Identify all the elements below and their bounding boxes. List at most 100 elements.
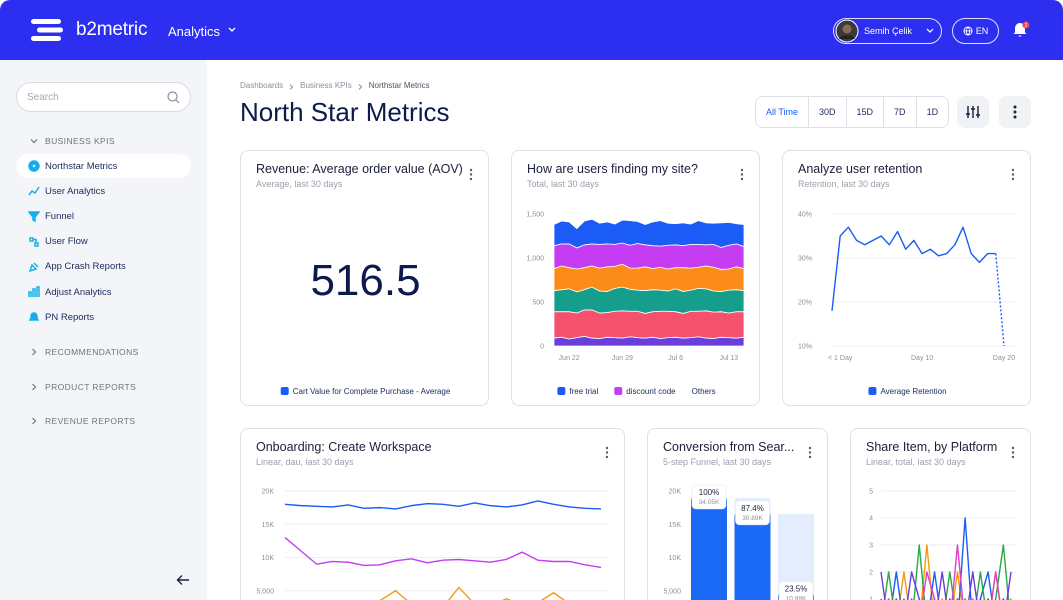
- widget-title: How are users finding my site?: [527, 162, 698, 176]
- legend-label: Cart Value for Complete Purchase - Avera…: [293, 387, 451, 396]
- y-tick-label: 5,000: [256, 588, 274, 595]
- menu-dot: [1011, 455, 1015, 459]
- widget: Revenue: Average order value (AOV) Averag…: [256, 162, 473, 396]
- separator-path: [358, 84, 362, 90]
- time-filter-option[interactable]: All Time: [766, 107, 799, 117]
- nav-icon-shape: [28, 286, 40, 297]
- breadcrumb-item[interactable]: Business KPIs: [300, 81, 352, 90]
- widget-card: Analyze user retention Retention, last 30…: [782, 150, 1031, 406]
- widget-card: Onboarding: Create Workspace Linear, dau,…: [240, 428, 625, 600]
- nav-item[interactable]: User Analytics: [16, 179, 191, 203]
- widget-subtitle: 5-step Funnel, last 30 days: [663, 457, 772, 467]
- legend-swatch: [868, 387, 877, 395]
- y-tick-label: 1,000: [526, 256, 544, 263]
- funnel-label-box: [691, 484, 727, 510]
- y-tick-label: 500: [532, 300, 544, 307]
- funnel-bar: [691, 498, 727, 600]
- line-series: [284, 500, 602, 510]
- notification-bell[interactable]: 2: [1011, 20, 1033, 40]
- search-icon: [167, 91, 180, 104]
- section-header[interactable]: RECOMMENDATIONS: [30, 347, 139, 357]
- line-series: [379, 586, 565, 600]
- menu-dot: [605, 446, 609, 450]
- widget-menu[interactable]: [469, 168, 473, 181]
- y-tick-label: 40%: [798, 212, 812, 219]
- y-tick-label: 10%: [798, 344, 812, 351]
- widget-subtitle: Average, last 30 days: [256, 179, 343, 189]
- widget-title: Share Item, by Platform: [866, 440, 997, 454]
- language-switch[interactable]: EN: [952, 18, 999, 44]
- nav-label: Adjust Analytics: [45, 286, 112, 298]
- nav-icon-shape: [28, 186, 40, 196]
- time-filter-option[interactable]: 1D: [915, 97, 949, 127]
- search-box[interactable]: Search: [16, 82, 191, 112]
- nav-icon-shape: [29, 236, 39, 247]
- menu-dot: [740, 173, 744, 176]
- user-menu[interactable]: Semih Çelik: [833, 18, 942, 44]
- time-filter-option[interactable]: 30D: [808, 97, 846, 127]
- widget: Share Item, by Platform Linear, total, la…: [866, 440, 1016, 600]
- y-tick-label: 1,500: [526, 212, 544, 219]
- widget-card: Revenue: Average order value (AOV) Averag…: [240, 150, 489, 406]
- widget-subtitle: Linear, total, last 30 days: [866, 457, 966, 467]
- widget-menu[interactable]: [605, 446, 609, 459]
- user-name: Semih Çelik: [864, 26, 913, 36]
- more-options[interactable]: [999, 96, 1031, 128]
- funnel-label-box: [778, 581, 814, 600]
- globe-icon: [963, 26, 973, 36]
- legend: Average Retention: [868, 387, 947, 396]
- widget-title: Conversion from Sear...: [663, 440, 794, 454]
- menu-dot: [808, 451, 812, 454]
- section-header[interactable]: PRODUCT REPORTS: [30, 382, 136, 392]
- widget-card: Conversion from Sear... 5-step Funnel, la…: [647, 428, 828, 600]
- widget-menu[interactable]: [808, 446, 812, 459]
- legend-label: Average Retention: [880, 387, 946, 396]
- nav-icon: [28, 262, 39, 272]
- nav-item[interactable]: User Flow: [16, 230, 191, 254]
- nav-item[interactable]: App Crash Reports: [16, 255, 191, 279]
- widget-subtitle: Total, last 30 days: [527, 179, 600, 189]
- widget-menu[interactable]: [740, 168, 744, 181]
- collapse-sidebar[interactable]: [176, 574, 190, 586]
- section-header[interactable]: REVENUE REPORTS: [30, 416, 135, 426]
- widget-menu[interactable]: [1011, 446, 1015, 459]
- nav-item[interactable]: Funnel: [16, 204, 191, 228]
- filter-settings[interactable]: [957, 96, 989, 128]
- widget-title: Revenue: Average order value (AOV): [256, 162, 463, 176]
- x-tick-label: Jul 6: [668, 355, 683, 362]
- breadcrumb-item[interactable]: Dashboards: [240, 81, 284, 90]
- y-tick-label: 10K: [669, 555, 682, 562]
- menu-dot: [1011, 446, 1015, 450]
- chevron: [228, 27, 236, 32]
- x-tick-label: Jun 29: [612, 355, 633, 362]
- nav-icon: [29, 236, 39, 247]
- widget-subtitle: Linear, dau, last 30 days: [256, 457, 354, 467]
- line-series: [831, 226, 996, 311]
- widget-menu[interactable]: [1011, 168, 1015, 181]
- funnel-percent: 23.5%: [785, 584, 808, 593]
- legend: free trial discount code Others: [557, 387, 716, 396]
- line-series: [887, 544, 1012, 600]
- menu-dot: [1011, 177, 1015, 181]
- nav-item[interactable]: Adjust Analytics: [16, 280, 191, 304]
- menu-dot: [469, 173, 473, 176]
- nav-icon-shape: [28, 312, 40, 321]
- widget-title: Onboarding: Create Workspace: [256, 440, 432, 454]
- section-header[interactable]: BUSINESS KPIS: [30, 136, 115, 146]
- y-tick-label: 2: [869, 570, 873, 577]
- funnel-count: 30.89K: [742, 515, 763, 522]
- y-tick-label: 3: [869, 543, 873, 550]
- x-tick-label: < 1 Day: [828, 355, 853, 362]
- chevron-path: [30, 139, 38, 144]
- widget-subtitle: Retention, last 30 days: [798, 179, 890, 189]
- nav-item[interactable]: PN Reports: [16, 305, 191, 329]
- time-filter-option[interactable]: 15D: [845, 97, 884, 127]
- widget-card: How are users finding my site? Total, las…: [511, 150, 760, 406]
- time-filter-option[interactable]: 7D: [883, 97, 916, 127]
- nav-item[interactable]: Northstar Metrics: [16, 154, 191, 178]
- chevron: [32, 383, 37, 391]
- product-switch[interactable]: Analytics: [168, 24, 221, 39]
- top-bar: b2metric Analytics Semih Çelik EN 2: [0, 0, 1063, 60]
- y-tick-label: 5,000: [663, 588, 681, 595]
